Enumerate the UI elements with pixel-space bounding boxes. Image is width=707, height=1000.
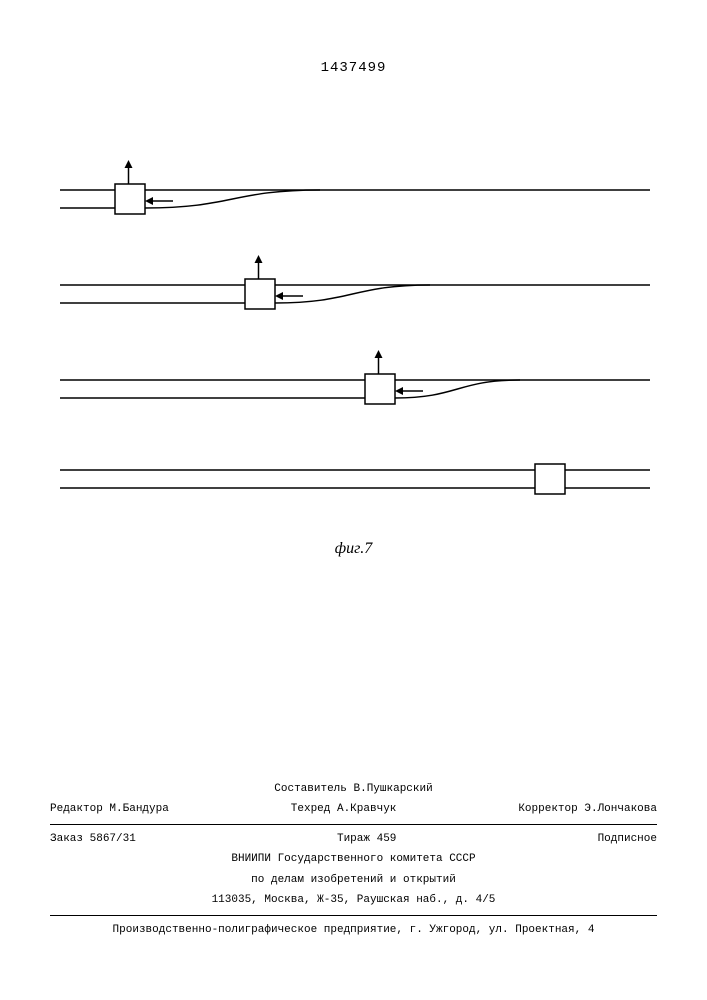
order-row: Заказ 5867/31 Тираж 459 Подписное [50, 829, 657, 850]
subscription: Подписное [598, 831, 657, 848]
techred: Техред А.Кравчук [291, 801, 397, 818]
address: 113035, Москва, Ж-35, Раушская наб., д. … [50, 890, 657, 911]
org-line2: по делам изобретений и открытий [50, 870, 657, 891]
page: 1437499 фиг.7 Составитель В.Пушкарский Р… [0, 0, 707, 1000]
footer-block: Составитель В.Пушкарский Редактор М.Банд… [50, 779, 657, 941]
divider-2 [50, 915, 657, 916]
document-number: 1437499 [0, 60, 707, 76]
circulation: Тираж 459 [337, 831, 396, 848]
printer: Производственно-полиграфическое предприя… [50, 920, 657, 941]
figure-label: фиг.7 [0, 540, 707, 558]
credits-row: Редактор М.Бандура Техред А.Кравчук Корр… [50, 799, 657, 820]
org-line1: ВНИИПИ Государственного комитета СССР [50, 849, 657, 870]
corrector: Корректор Э.Лончакова [518, 801, 657, 818]
composer-name: В.Пушкарский [354, 783, 433, 795]
order: Заказ 5867/31 [50, 831, 136, 848]
composer-label: Составитель [274, 783, 347, 795]
composer-line: Составитель В.Пушкарский [50, 779, 657, 800]
divider-1 [50, 824, 657, 825]
editor: Редактор М.Бандура [50, 801, 169, 818]
figure-diagram [60, 150, 650, 550]
